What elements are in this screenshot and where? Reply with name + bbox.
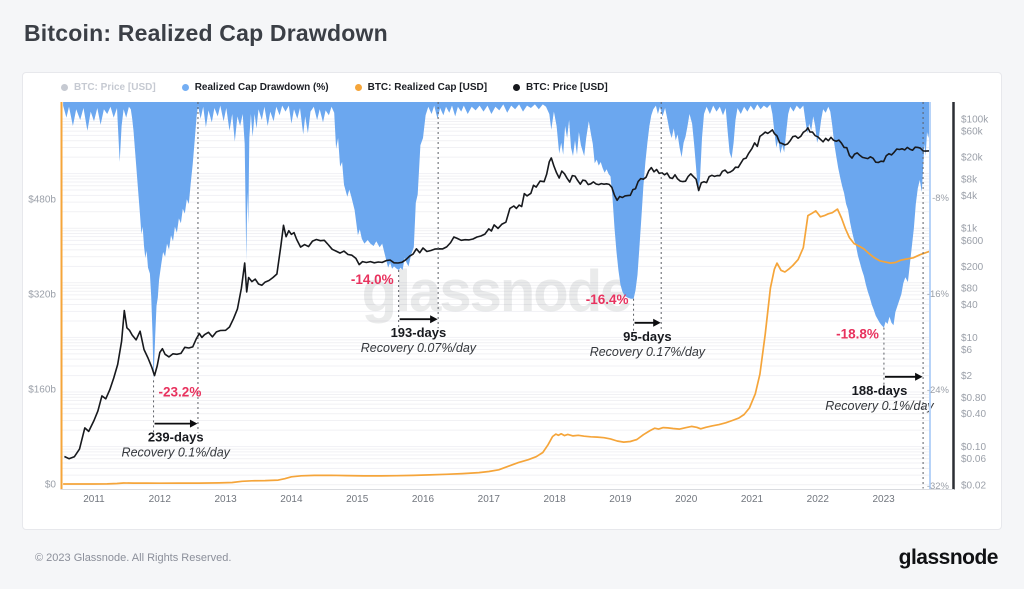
year-tick-label: 2013 [214, 494, 237, 505]
year-tick-label: 2020 [675, 494, 698, 505]
recovery-rate-label: Recovery 0.1%/day [122, 446, 231, 460]
recovery-rate-label: Recovery 0.17%/day [590, 345, 706, 359]
left-axis-tick-label: $320b [28, 290, 56, 301]
legend-item-0[interactable]: BTC: Price [USD] [61, 82, 156, 93]
year-tick-label: 2023 [872, 494, 895, 505]
left-axis-tick-label: $480b [28, 195, 56, 206]
drawdown-area-series [63, 102, 930, 381]
legend-item-1[interactable]: Realized Cap Drawdown (%) [181, 82, 329, 93]
recovery-days-label: 95-days [623, 329, 671, 344]
realized-cap-line-series [63, 208, 930, 485]
percent-axis-tick-label: -16% [927, 289, 950, 300]
legend-label: BTC: Realized Cap [USD] [367, 82, 488, 93]
legend-label: BTC: Price [USD] [74, 82, 156, 93]
year-tick-label: 2014 [280, 494, 303, 505]
page-title: Bitcoin: Realized Cap Drawdown [24, 20, 388, 46]
recovery-arrow-head [430, 315, 438, 324]
price-axis-tick-label: $0.80 [961, 393, 986, 404]
glassnode-logo: glassnode [898, 546, 999, 569]
drawdown-pct-label: -23.2% [159, 384, 202, 399]
glassnode-watermark: glassnode [362, 259, 632, 324]
year-tick-label: 2017 [478, 494, 501, 505]
left-axis-tick-label: $160b [28, 385, 56, 396]
recovery-arrow-head [915, 372, 923, 381]
axis-labels: $0$160b$320b$480b$100k$60k$20k$8k$4k$1k$… [28, 115, 989, 506]
price-axis-tick-label: $0.06 [961, 454, 986, 465]
year-tick-label: 2021 [741, 494, 764, 505]
legend-dot-icon [61, 84, 68, 91]
year-tick-label: 2019 [609, 494, 632, 505]
chart-card: BTC: Price [USD] Realized Cap Drawdown (%… [22, 72, 1002, 530]
chart-legend: BTC: Price [USD] Realized Cap Drawdown (%… [61, 82, 608, 93]
recovery-rate-label: Recovery 0.07%/day [361, 341, 477, 355]
legend-label: Realized Cap Drawdown (%) [194, 82, 329, 93]
year-tick-label: 2015 [346, 494, 369, 505]
recovery-days-label: 239-days [148, 430, 204, 445]
legend-dot-icon [513, 84, 521, 91]
legend-item-2[interactable]: BTC: Realized Cap [USD] [354, 82, 488, 93]
drawdown-pct-label: -16.4% [586, 292, 629, 307]
drawdown-pct-label: -18.8% [836, 327, 879, 342]
year-tick-label: 2018 [543, 494, 566, 505]
year-tick-label: 2022 [807, 494, 830, 505]
price-axis-tick-label: $1k [961, 224, 978, 235]
year-tick-label: 2016 [412, 494, 435, 505]
price-axis-tick-label: $200 [961, 262, 984, 273]
copyright-text: © 2023 Glassnode. All Rights Reserved. [35, 552, 232, 564]
axes [60, 102, 955, 490]
legend-dot-icon [354, 84, 362, 91]
price-axis-tick-label: $40 [961, 300, 978, 311]
price-axis-tick-label: $8k [961, 174, 978, 185]
price-axis-tick-label: $0.02 [961, 480, 986, 491]
percent-axis-tick-label: -8% [932, 193, 949, 204]
price-axis-tick-label: $4k [961, 191, 978, 202]
recovery-arrow-head [189, 419, 198, 428]
price-axis-tick-label: $2 [961, 371, 973, 382]
recovery-arrow-head [653, 318, 661, 327]
left-axis-tick-label: $0 [45, 480, 57, 491]
footer: © 2023 Glassnode. All Rights Reserved. g… [22, 546, 1000, 570]
drawdown-pct-label: -14.0% [351, 272, 394, 287]
price-line-series [64, 127, 930, 460]
price-axis-tick-label: $100k [961, 115, 989, 126]
recovery-days-label: 193-days [391, 325, 447, 340]
legend-item-3[interactable]: BTC: Price [USD] [513, 82, 608, 93]
price-axis-tick-label: $80 [961, 284, 978, 295]
recovery-days-label: 188-days [852, 383, 908, 398]
price-axis-tick-label: $20k [961, 153, 984, 164]
price-axis-tick-label: $600 [961, 236, 984, 247]
year-tick-label: 2012 [149, 494, 172, 505]
recovery-rate-label: Recovery 0.1%/day [825, 399, 934, 413]
grid-lines [62, 118, 930, 486]
price-axis-tick-label: $10 [961, 333, 978, 344]
price-axis-tick-label: $0.40 [961, 409, 986, 420]
legend-label: BTC: Price [USD] [526, 82, 608, 93]
year-tick-label: 2011 [83, 494, 105, 505]
percent-axis-tick-label: -24% [927, 385, 950, 396]
legend-dot-icon [181, 84, 189, 91]
price-axis-tick-label: $60k [961, 127, 984, 138]
percent-axis-tick-label: -32% [927, 481, 950, 492]
price-axis-tick-label: $6 [961, 345, 973, 356]
price-axis-tick-label: $0.10 [961, 442, 986, 453]
